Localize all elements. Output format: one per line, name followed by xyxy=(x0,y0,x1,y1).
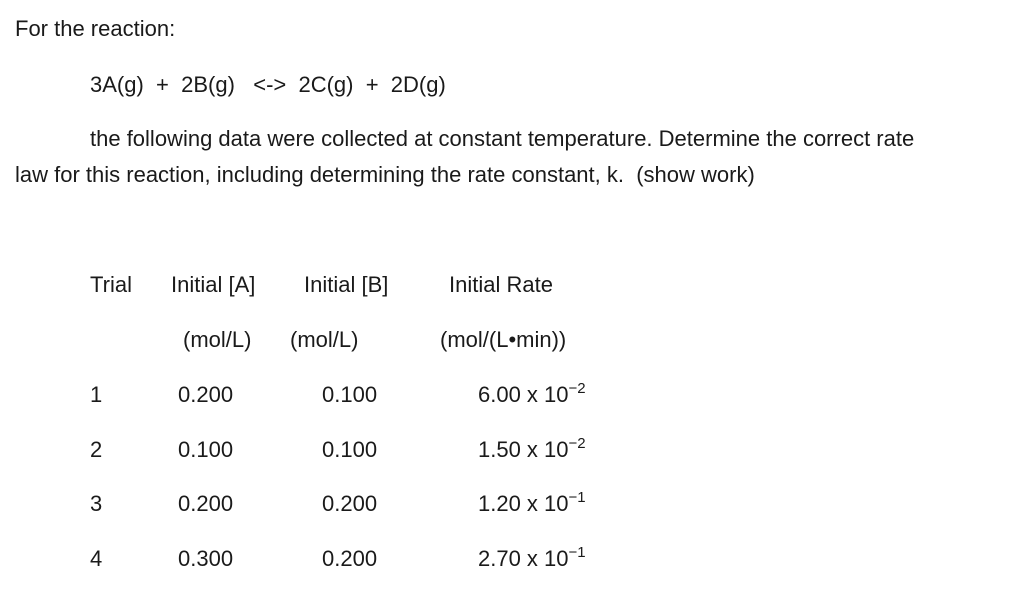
row-1-b: 0.100 xyxy=(322,382,378,407)
row-3-b: 0.200 xyxy=(322,491,378,516)
row-1-rate-exponent: −2 xyxy=(568,380,586,397)
row-3-a: 0.200 xyxy=(178,491,234,516)
row-1-rate-mantissa: 6.00 x 10 xyxy=(478,382,569,407)
row-1-trial: 1 xyxy=(90,382,103,407)
row-3-rate-exponent: −1 xyxy=(568,489,586,506)
row-2-rate-exponent: −2 xyxy=(568,435,586,452)
row-4-rate-exponent: −1 xyxy=(568,544,586,561)
header-trial: Trial xyxy=(90,272,132,297)
header-initial-b: Initial [B] xyxy=(304,272,389,297)
row-2-a: 0.100 xyxy=(178,437,234,462)
row-3-trial: 3 xyxy=(90,491,103,516)
row-4-a: 0.300 xyxy=(178,546,234,571)
unit-a: (mol/L) xyxy=(183,327,252,352)
unit-rate: (mol/(L•min)) xyxy=(440,327,567,352)
row-3-rate: 1.20 x 10−1 xyxy=(478,490,586,516)
header-initial-a: Initial [A] xyxy=(171,272,256,297)
intro-text: For the reaction: xyxy=(15,16,176,41)
row-4-b: 0.200 xyxy=(322,546,378,571)
row-2-trial: 2 xyxy=(90,437,103,462)
row-1-rate: 6.00 x 10−2 xyxy=(478,381,586,407)
row-2-rate: 1.50 x 10−2 xyxy=(478,436,586,462)
row-4-trial: 4 xyxy=(90,546,103,571)
instruction-line-2: law for this reaction, including determi… xyxy=(15,162,755,187)
reaction-equation: 3A(g) + 2B(g) <-> 2C(g) + 2D(g) xyxy=(90,72,446,97)
row-1-a: 0.200 xyxy=(178,382,234,407)
instruction-line-1: the following data were collected at con… xyxy=(90,126,915,151)
row-2-b: 0.100 xyxy=(322,437,378,462)
row-3-rate-mantissa: 1.20 x 10 xyxy=(478,491,569,516)
row-2-rate-mantissa: 1.50 x 10 xyxy=(478,437,569,462)
header-initial-rate: Initial Rate xyxy=(449,272,553,297)
row-4-rate: 2.70 x 10−1 xyxy=(478,545,586,571)
row-4-rate-mantissa: 2.70 x 10 xyxy=(478,546,569,571)
unit-b: (mol/L) xyxy=(290,327,359,352)
